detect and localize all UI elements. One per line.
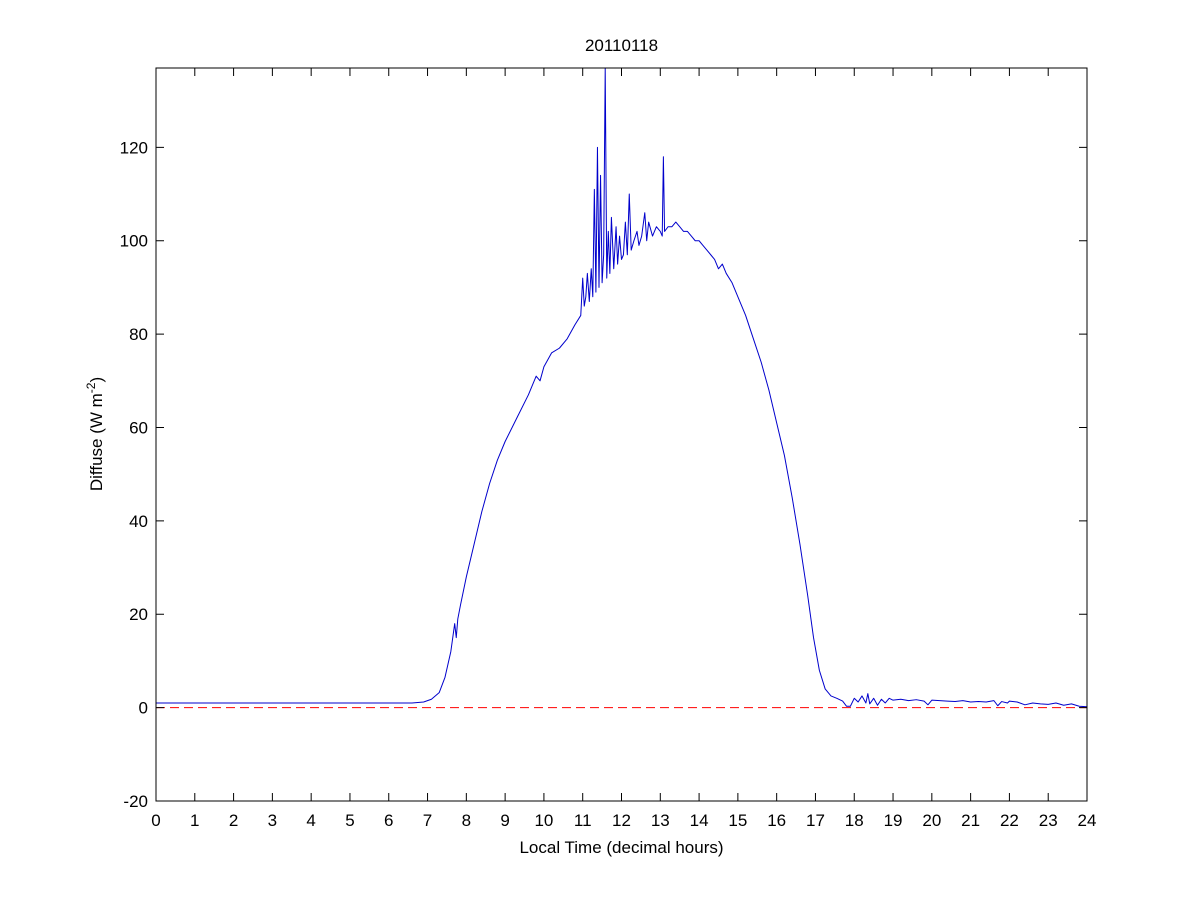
x-tick-label: 20 (922, 811, 941, 830)
x-tick-label: 0 (151, 811, 160, 830)
x-tick-label: 4 (306, 811, 315, 830)
x-tick-label: 18 (845, 811, 864, 830)
x-tick-label: 8 (462, 811, 471, 830)
x-axis-label: Local Time (decimal hours) (519, 838, 723, 857)
y-tick-label: -20 (123, 792, 148, 811)
x-tick-label: 10 (534, 811, 553, 830)
y-tick-label: 80 (129, 325, 148, 344)
y-tick-label: 0 (139, 699, 148, 718)
x-tick-label: 14 (690, 811, 709, 830)
x-tick-label: 19 (884, 811, 903, 830)
x-tick-label: 21 (961, 811, 980, 830)
x-tick-label: 1 (190, 811, 199, 830)
plot-frame (155, 67, 1088, 802)
x-tick-label: 23 (1039, 811, 1058, 830)
y-axis-label-close: ) (87, 377, 106, 383)
series-layer (156, 67, 1088, 709)
y-tick-label: 120 (120, 138, 148, 157)
x-tick-label: 12 (612, 811, 631, 830)
x-tick-label: 7 (423, 811, 432, 830)
x-tick-label: 5 (345, 811, 354, 830)
x-tick-label: 17 (806, 811, 825, 830)
plot-area (156, 68, 1087, 801)
x-tick-label: 16 (767, 811, 786, 830)
y-axis-label-main: Diffuse (W m (87, 393, 106, 491)
y-tick-label: 40 (129, 512, 148, 531)
y-axis-label: Diffuse (W m-2) (84, 377, 106, 491)
x-tick-label: 2 (229, 811, 238, 830)
diffuse-series-line (156, 67, 1088, 708)
x-tick-label: 24 (1078, 811, 1097, 830)
y-tick-label: 60 (129, 418, 148, 437)
x-axis-ticks: 0 1 2 3 4 5 6 7 8 9 10 11 12 13 14 15 16 17 18 19 20 21 22 23 24 (151, 68, 1096, 830)
x-tick-label: 9 (500, 811, 509, 830)
x-tick-label: 13 (651, 811, 670, 830)
y-axis-label-superscript: -2 (84, 382, 98, 393)
x-tick-label: 3 (268, 811, 277, 830)
x-tick-label: 11 (574, 811, 592, 830)
y-axis-ticks: -20 0 20 40 60 80 100 120 (120, 138, 1087, 811)
x-tick-label: 22 (1000, 811, 1019, 830)
y-tick-label: 100 (120, 232, 148, 251)
x-tick-label: 15 (728, 811, 747, 830)
chart-title: 20110118 (585, 36, 658, 55)
y-tick-label: 20 (129, 605, 148, 624)
x-tick-label: 6 (384, 811, 393, 830)
